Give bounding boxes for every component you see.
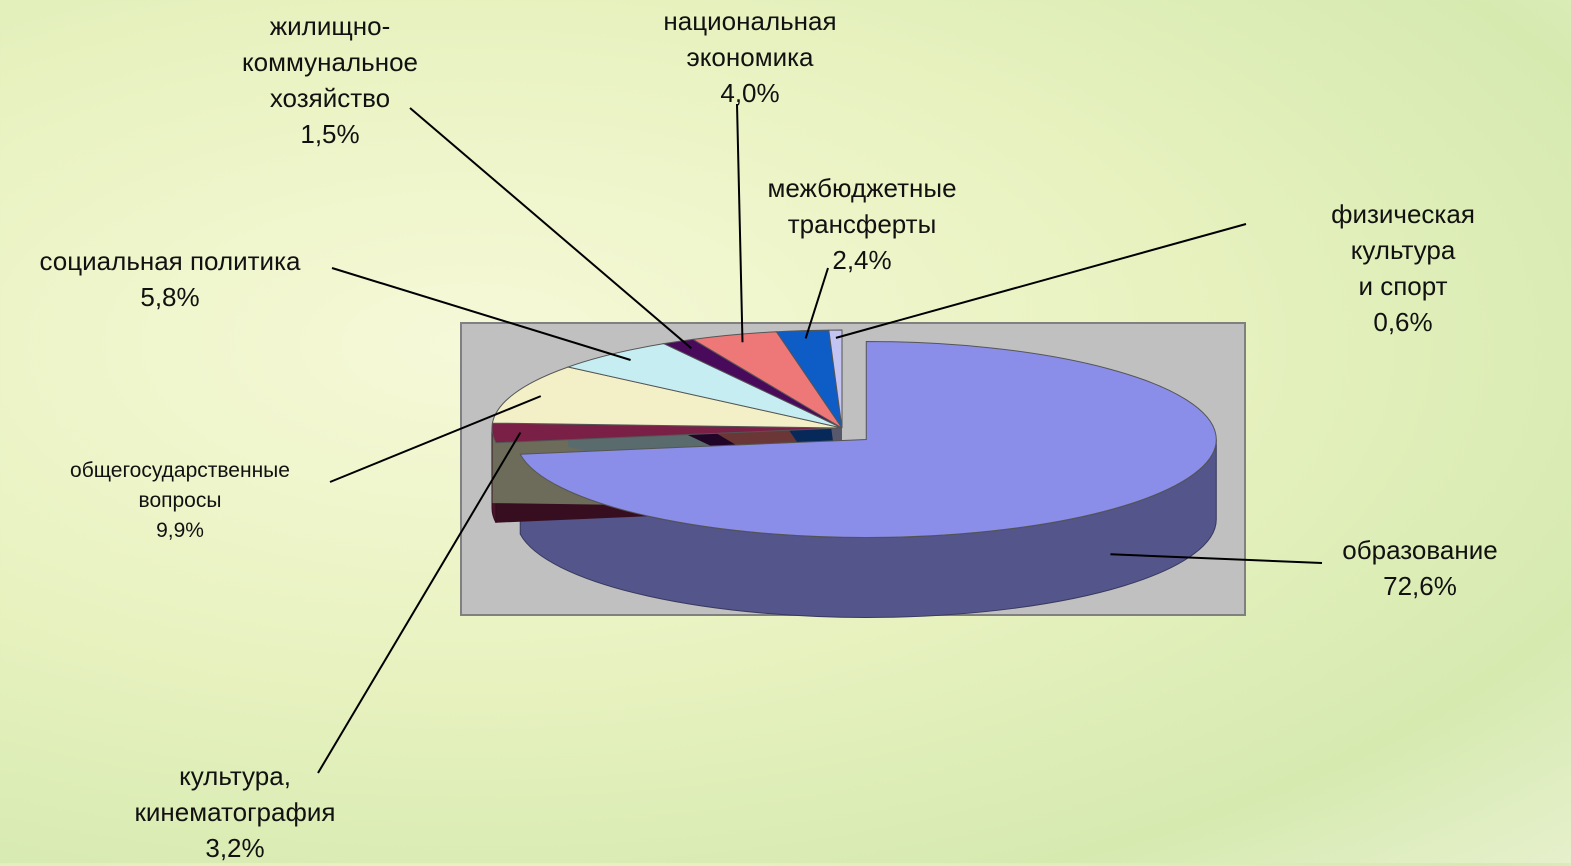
pie-slice	[491, 366, 843, 429]
data-label: образование 72,6%	[1342, 532, 1497, 604]
category-label: культура, кинематография	[134, 761, 336, 827]
category-label: образование	[1342, 535, 1498, 565]
leader-line	[329, 395, 542, 483]
category-label: жилищно- коммунальное хозяйство	[242, 11, 418, 113]
category-label: общегосударственные вопросы	[70, 459, 290, 512]
value-label: 5,8%	[140, 282, 200, 312]
leader-line	[331, 267, 631, 361]
leader-line	[835, 223, 1247, 339]
value-label: 72,6%	[1383, 571, 1457, 601]
value-label: 4,0%	[720, 78, 780, 108]
data-label: межбюджетные трансферты 2,4%	[767, 170, 956, 278]
pie-tops	[491, 329, 1217, 538]
data-label: жилищно- коммунальное хозяйство 1,5%	[242, 8, 418, 152]
data-label: социальная политика 5,8%	[40, 243, 301, 315]
leader-line	[317, 432, 522, 774]
data-label: физическая культура и спорт 0,6%	[1319, 196, 1487, 340]
category-label: физическая культура и спорт	[1331, 199, 1475, 301]
value-label: 2,4%	[832, 245, 892, 275]
data-label: национальная экономика 4,0%	[663, 3, 836, 111]
leader-line	[409, 107, 692, 350]
category-label: социальная политика	[39, 246, 301, 276]
value-label: 0,6%	[1373, 307, 1433, 337]
category-label: межбюджетные трансферты	[767, 173, 957, 239]
category-label: национальная экономика	[663, 6, 837, 72]
value-label: 1,5%	[300, 119, 360, 149]
leader-lines	[317, 103, 1323, 774]
data-label: общегосударственные вопросы 9,9%	[70, 456, 290, 546]
value-label: 3,2%	[205, 833, 265, 863]
pie-slice	[828, 329, 843, 429]
leader-line	[804, 267, 829, 339]
value-label: 9,9%	[156, 519, 204, 542]
leader-line	[1110, 553, 1323, 564]
leader-line	[736, 103, 744, 343]
pie-slice	[519, 340, 1217, 538]
data-label: культура, кинематография 3,2%	[135, 758, 336, 866]
